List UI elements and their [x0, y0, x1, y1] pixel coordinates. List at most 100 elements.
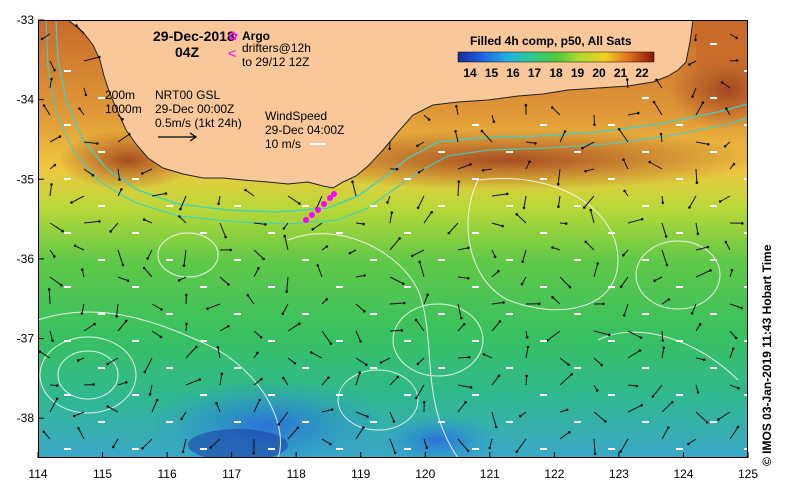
current-arrow — [557, 195, 561, 207]
x-tick-label: 114 — [28, 467, 47, 481]
current-arrow — [282, 377, 289, 386]
current-arrow-head — [98, 55, 101, 59]
current-arrow-head — [505, 192, 509, 196]
current-arrow — [525, 375, 528, 386]
current-arrow — [721, 82, 731, 89]
argo-drifter-track — [303, 191, 337, 223]
current-arrow — [181, 411, 187, 420]
current-arrow — [389, 411, 395, 422]
current-arrow — [491, 270, 499, 278]
current-arrow-head — [398, 237, 401, 240]
current-arrow-head — [142, 266, 146, 270]
colorbar-tick-label: 16 — [506, 66, 520, 80]
current-arrow — [455, 131, 459, 143]
current-date-label: 29-Dec 00:00Z — [155, 102, 234, 116]
current-arrow — [355, 303, 365, 312]
current-arrow — [310, 351, 323, 359]
current-arrow — [491, 321, 501, 332]
current-arrow-head — [464, 401, 467, 404]
current-arrow — [352, 181, 357, 197]
sst-map[interactable]: 29-Dec-2018 04Z ✿ Argo < drifters@12h to… — [37, 19, 788, 470]
current-arrow-head — [525, 374, 528, 378]
current-arrow-head — [691, 95, 694, 98]
current-arrow — [618, 129, 629, 143]
current-arrow — [286, 276, 289, 292]
current-arrow — [623, 159, 629, 170]
current-arrow-head — [351, 180, 354, 184]
current-arrow-head — [330, 408, 334, 411]
current-arrow-head — [111, 445, 115, 449]
current-arrow-head — [298, 322, 301, 326]
current-arrow-head — [120, 188, 123, 191]
current-arrow-head — [106, 405, 109, 408]
current-arrow — [455, 106, 459, 116]
current-arrow — [583, 195, 595, 208]
y-tick-label: -37 — [17, 332, 35, 346]
current-arrow-head — [181, 450, 185, 454]
cool-patch-deep — [188, 429, 288, 461]
current-arrow — [217, 347, 221, 359]
current-arrow — [389, 376, 399, 386]
current-arrow-head — [298, 202, 301, 205]
current-arrow-head — [410, 254, 414, 258]
current-arrow-head — [709, 269, 712, 272]
current-arrow-head — [393, 451, 397, 455]
current-arrow — [415, 319, 425, 332]
current-arrow-head — [595, 389, 599, 392]
current-arrow — [107, 357, 119, 365]
current-arrow — [557, 168, 561, 185]
current-arrow — [142, 438, 153, 449]
current-arrow-head — [417, 171, 421, 174]
current-arrow-head — [246, 293, 250, 297]
current-arrow-head — [525, 336, 529, 339]
current-arrow-head — [366, 415, 369, 418]
depth-200m-label: 200m — [105, 88, 135, 102]
current-arrow-head — [662, 346, 666, 350]
current-arrow — [695, 269, 711, 278]
x-tick-label: 115 — [93, 467, 112, 481]
current-arrow-head — [584, 169, 587, 173]
current-arrow-head — [178, 215, 181, 218]
current-arrow-head — [534, 142, 537, 145]
current-arrow-head — [648, 160, 651, 164]
current-arrow — [525, 141, 536, 144]
current-arrow-head — [515, 450, 519, 454]
current-arrow-head — [639, 336, 643, 340]
current-arrow — [151, 303, 162, 310]
current-arrow-head — [216, 346, 220, 349]
current-arrow-head — [121, 118, 124, 121]
current-arrow-head — [732, 162, 736, 166]
current-arrow — [695, 222, 699, 234]
current-arrow — [117, 276, 129, 282]
current-arrow-head — [402, 282, 405, 286]
current-scale-arrow — [158, 132, 198, 142]
current-arrow-head — [583, 206, 586, 209]
current-arrow-head — [426, 293, 430, 297]
current-arrow-head — [497, 269, 500, 273]
current-arrow-head — [735, 36, 738, 40]
current-arrow-head — [600, 363, 603, 367]
current-arrow — [284, 235, 289, 251]
current-arrow — [151, 193, 166, 197]
current-arrow-head — [148, 393, 152, 396]
current-arrow-head — [53, 255, 56, 258]
current-arrow-head — [593, 452, 597, 456]
current-arrow-head — [652, 100, 656, 104]
x-tick-label: 122 — [544, 467, 564, 481]
current-arrow-head — [124, 319, 128, 323]
current-arrow — [481, 130, 493, 143]
current-arrow — [585, 241, 595, 251]
current-arrow — [620, 438, 629, 452]
current-arrow — [411, 249, 425, 257]
current-arrow-head — [690, 312, 694, 315]
current-arrow — [627, 350, 641, 359]
current-arrow-head — [128, 132, 131, 136]
colorbar-tick-label: 20 — [592, 66, 606, 80]
current-arrow — [71, 195, 85, 204]
current-arrow — [551, 107, 561, 116]
current-arrow — [582, 141, 595, 149]
current-arrow-head — [740, 306, 743, 310]
current-arrow — [695, 168, 698, 183]
current-arrow-head — [581, 146, 584, 150]
current-arrow — [144, 357, 153, 373]
